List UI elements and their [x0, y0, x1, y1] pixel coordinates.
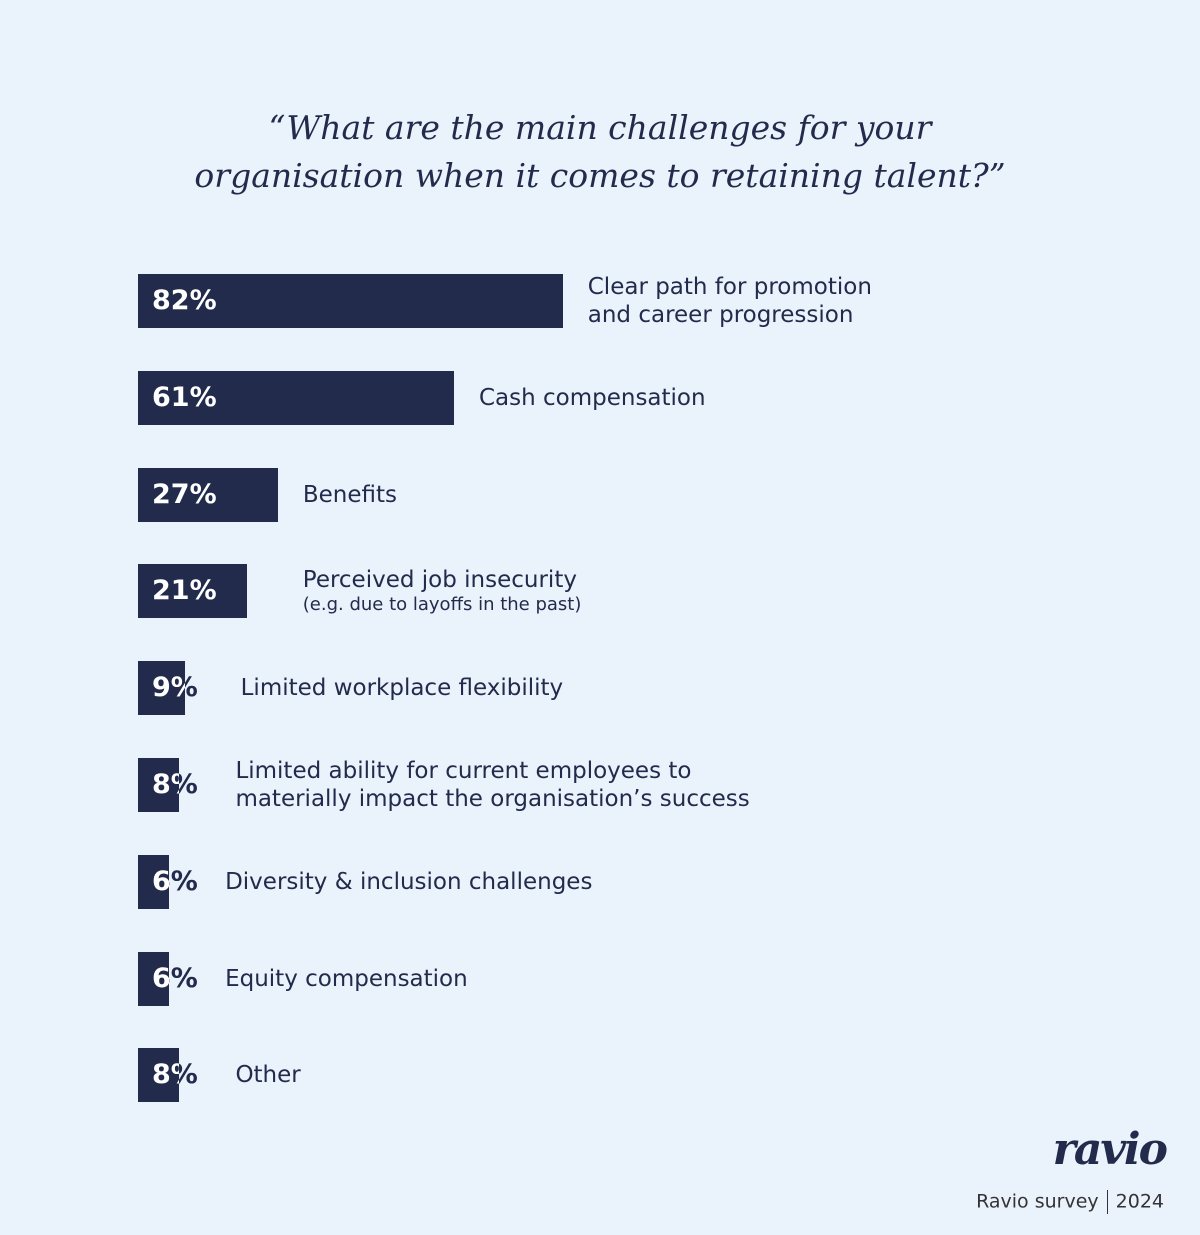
value-label: 27% [152, 478, 217, 510]
bar: 8% [138, 758, 180, 812]
category-text: Perceived job insecurity [302, 567, 577, 594]
bar: 6% [138, 854, 170, 909]
bar: 82% [138, 274, 563, 328]
bar: 61% [138, 370, 454, 425]
source: Ravio survey [976, 1190, 1099, 1213]
chart-title: “What are the main challenges for your o… [194, 108, 1006, 195]
category-label: Diversity & inclusion challenges [225, 868, 592, 896]
value-label: 61% [152, 381, 217, 413]
year: 2024 [1115, 1190, 1164, 1213]
category-text: Clear path for promotion and career prog… [587, 274, 872, 328]
footer: Ravio survey 2024 [976, 1190, 1164, 1214]
category-text: Benefits [302, 481, 398, 508]
value-label: 8% [152, 769, 179, 800]
bar: 9% [138, 661, 185, 716]
bar: 8% [138, 1048, 180, 1103]
value-label: 82% [152, 285, 217, 316]
value-label: 9% [152, 672, 185, 704]
category-label: Equity compensation [225, 965, 468, 993]
category-text: Limited ability for current employees to… [235, 758, 750, 812]
category-text: Cash compensation [478, 384, 706, 411]
category-label: Benefits [303, 481, 397, 509]
bar: 6% [138, 951, 170, 1006]
category-text: Equity compensation [225, 965, 468, 992]
bar: 27% [138, 467, 278, 522]
value-label: 6% [152, 962, 170, 994]
category-note: (e.g. due to layoffs in the past) [302, 594, 582, 616]
value-label: 6% [152, 865, 170, 897]
category-text: Limited workplace flexibility [240, 675, 564, 702]
separator [1106, 1190, 1108, 1214]
value-label: 21% [152, 575, 217, 607]
category-label: Clear path for promotion and career prog… [588, 273, 872, 329]
value-label: 8% [152, 1059, 179, 1091]
category-label: Cash compensation [479, 384, 706, 412]
category-text: Diversity & inclusion challenges [225, 868, 593, 895]
category-label: Limited workplace flexibility [241, 674, 564, 702]
logo: ravio [1052, 1124, 1168, 1175]
category-text: Other [235, 1062, 301, 1089]
category-label: Limited ability for current employees to… [235, 757, 749, 813]
bar: 21% [138, 564, 247, 619]
category-label: Other [235, 1061, 300, 1089]
category-label: Perceived job insecurity (e.g. due to lay… [303, 566, 582, 616]
